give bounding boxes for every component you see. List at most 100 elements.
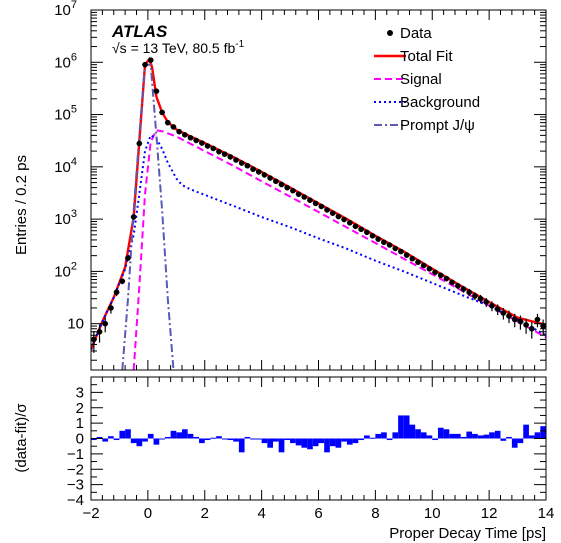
x-tick-label: 10 [424, 505, 441, 522]
pull-bar [204, 438, 211, 441]
pull-bar [318, 438, 325, 444]
pull-bar [483, 434, 490, 439]
pull-bar [307, 438, 313, 450]
pull-bar [130, 438, 137, 444]
pull-bar [352, 438, 359, 444]
pull-bar [420, 432, 427, 439]
pull-bar [136, 438, 143, 447]
legend-label: Data [400, 25, 432, 42]
pull-bar [540, 426, 546, 439]
pull-bar [267, 438, 273, 448]
data-point [352, 223, 359, 230]
pull-bar [153, 438, 160, 445]
y-tick-label: 105 [54, 104, 77, 124]
data-point [244, 162, 251, 169]
pull-bar [489, 432, 495, 439]
axes-layer: −2 0 2 4 6 8 10 12 1410102103104105106107−4−3−2−… [54, 0, 554, 522]
pull-bar [472, 433, 478, 439]
pull-bar [409, 424, 416, 439]
pull-bar [295, 438, 302, 446]
data-point [221, 151, 228, 157]
pull-bar [199, 438, 205, 444]
data-point [517, 315, 524, 330]
x-tick-label: 8 [371, 505, 379, 522]
pull-bar [244, 436, 251, 439]
pull-bar [324, 438, 330, 453]
data-point [227, 154, 234, 160]
pull-bar [460, 436, 467, 439]
data-point [386, 242, 393, 248]
data-point [176, 128, 182, 135]
data-point [255, 169, 262, 175]
pull-bar [477, 435, 484, 439]
y-tick-label: 10 [67, 316, 84, 333]
data-point [477, 294, 484, 304]
data-point [364, 229, 370, 236]
data-point [420, 262, 427, 269]
pull-bar [250, 438, 256, 440]
pull-y-tick-label: −2 [67, 461, 84, 478]
pull-bar [119, 430, 126, 439]
pull-bar [375, 433, 382, 439]
data-point [437, 272, 444, 279]
data-point [489, 301, 495, 312]
pull-bar [335, 438, 342, 448]
pull-y-tick-label: 1 [76, 415, 84, 432]
x-tick-label: 2 [201, 505, 209, 522]
pull-bar [437, 427, 444, 439]
data-point [136, 140, 143, 147]
legend-label: Background [400, 94, 480, 111]
pull-bar [255, 438, 262, 440]
data-point [301, 194, 308, 200]
pull-bar [432, 438, 438, 441]
pull-bar [273, 438, 279, 442]
pull-bar [449, 433, 455, 439]
data-point [483, 297, 490, 307]
pull-bar [284, 438, 291, 441]
pull-bar [364, 435, 370, 439]
data-point [187, 134, 194, 141]
pull-ylabel: (data-fit)/σ [13, 403, 30, 473]
pull-bar [227, 438, 234, 441]
legend-item-data: Data [387, 25, 432, 42]
legend-item-background: Background [374, 94, 480, 111]
data-point [261, 172, 268, 178]
data-point [164, 119, 171, 126]
data-point [96, 324, 103, 343]
pull-bar [358, 438, 364, 441]
data-point [534, 313, 541, 328]
legend-label: Total Fit [400, 48, 453, 65]
data-point [329, 210, 336, 216]
pull-bar [398, 415, 404, 439]
pull-y-tick-label: 3 [76, 384, 84, 401]
pull-bar [494, 430, 501, 439]
pull-bar [312, 438, 319, 447]
pull-bar [91, 438, 97, 441]
pull-y-tick-label: −3 [67, 477, 84, 494]
data-point [472, 292, 478, 301]
data-point [346, 220, 353, 226]
y-tick-label: 103 [54, 208, 77, 228]
y-tick-label: 106 [54, 51, 77, 71]
data-point [233, 157, 239, 163]
data-point [318, 203, 325, 210]
pull-y-tick-label: −1 [67, 446, 84, 463]
data-point [182, 132, 188, 138]
pull-bar [221, 438, 228, 440]
pull-bar [210, 437, 217, 439]
data-point [392, 245, 399, 252]
main-ylabel: Entries / 0.2 ps [13, 155, 30, 255]
data-point [460, 285, 467, 293]
pull-bar [329, 438, 336, 447]
legend-label: Prompt J/ψ [400, 117, 475, 134]
data-point [523, 318, 529, 334]
data-point [358, 226, 364, 233]
pull-bar [102, 438, 109, 442]
pull-bar [500, 438, 507, 441]
data-point [511, 313, 518, 328]
series-line-prompt-j [121, 63, 175, 370]
data-point [113, 288, 120, 297]
data-point [216, 148, 222, 155]
data-point [193, 137, 200, 144]
pull-plot-area [91, 415, 546, 453]
